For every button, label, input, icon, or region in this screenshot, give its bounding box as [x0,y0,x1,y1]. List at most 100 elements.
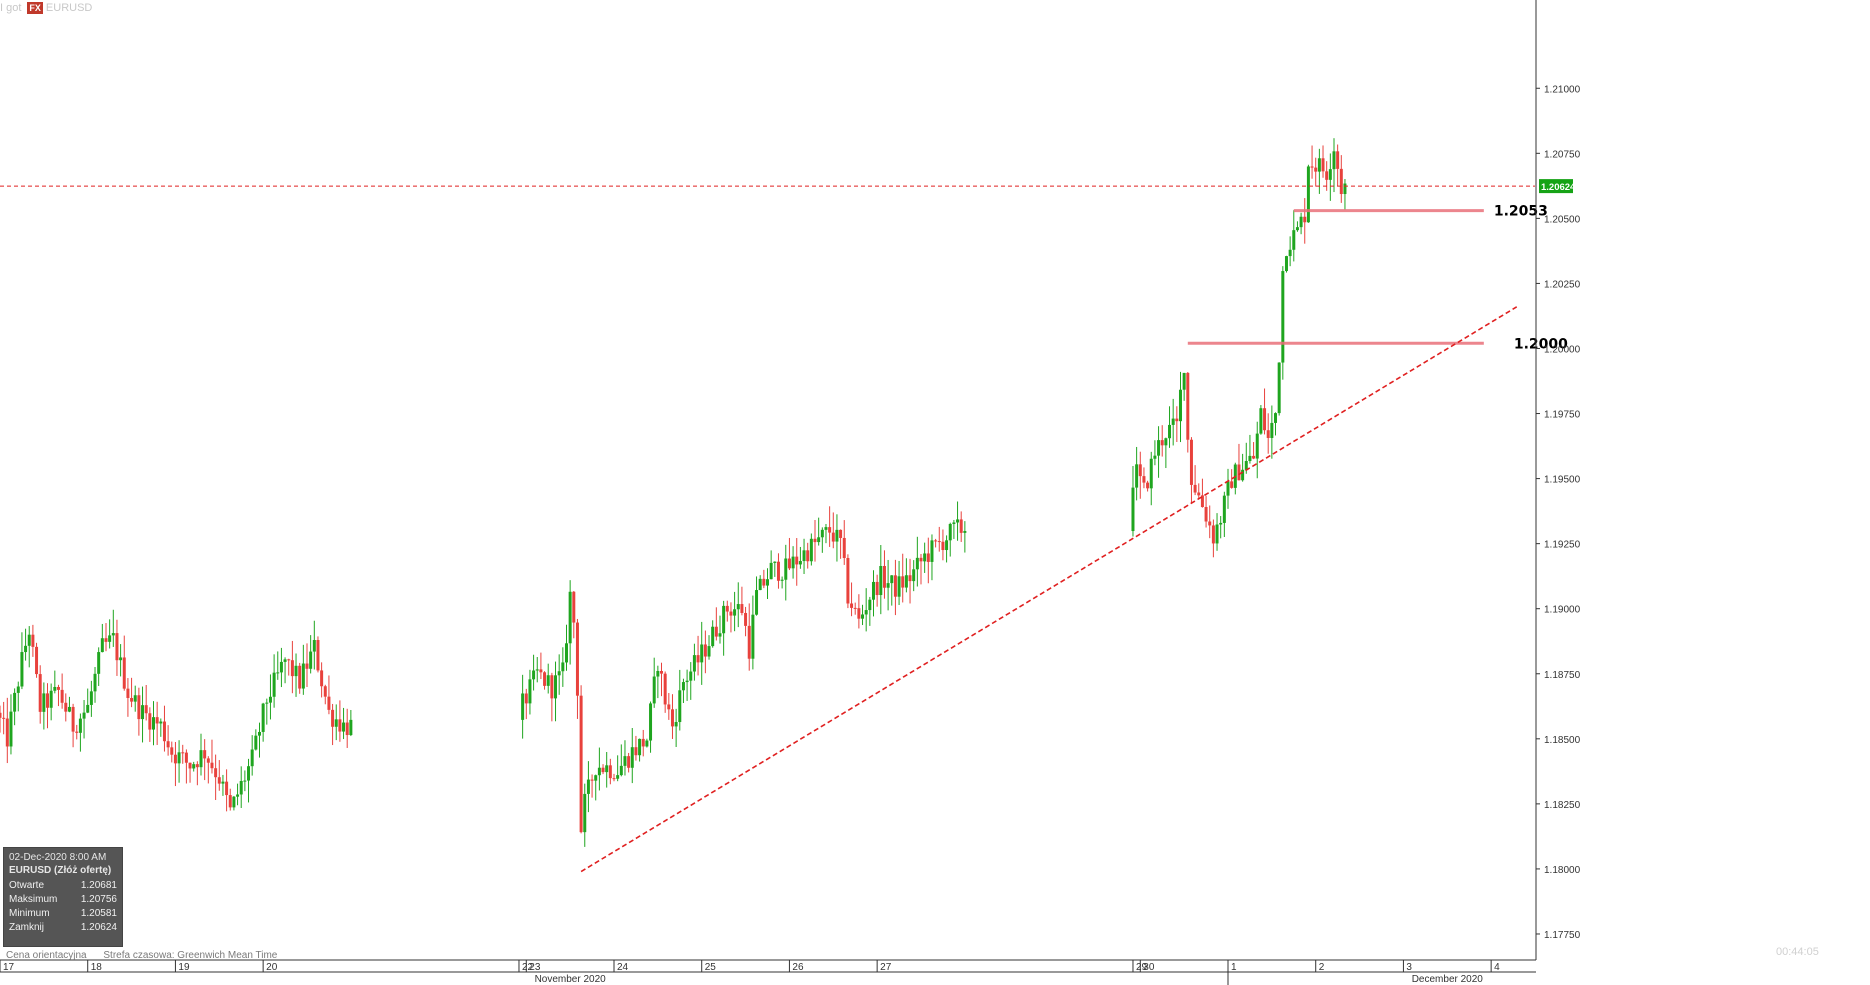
price-tick-label: 1.19250 [1544,540,1581,551]
candle [623,740,627,776]
candle-body [879,565,883,596]
candle [1208,505,1212,539]
candle-body [1314,167,1318,172]
level-label: 1.2053 [1494,204,1548,220]
candle [320,662,324,698]
candle [349,709,353,737]
candle-body [627,756,631,768]
candle [20,632,24,690]
candle [327,675,331,715]
candle [104,623,108,652]
candle-body [809,538,813,562]
candle [1186,372,1190,453]
candle [203,739,207,781]
candle [868,596,872,626]
candle-body [31,634,35,647]
candle-body [835,529,839,542]
candle [539,652,543,680]
date-tick-label: 4 [1494,962,1500,973]
candle [543,671,547,690]
candle-body [342,722,346,732]
candle [601,764,605,775]
date-tick-label: 25 [705,962,717,973]
candle-body [184,752,188,763]
candle [1200,478,1204,508]
candle [294,653,298,697]
candle [729,602,733,633]
price-tick-label: 1.20500 [1544,214,1581,225]
candle [956,501,960,541]
candle [225,769,229,812]
candle-body [1288,249,1292,257]
candle [1288,236,1292,267]
candle-body [831,532,835,542]
candle-body [539,669,543,673]
candle-body [568,591,572,644]
candle-body [159,721,163,724]
candle-body [930,540,934,562]
candle [561,647,565,687]
info-datetime: 02-Dec-2020 8:00 AM [9,852,107,863]
candle [605,752,609,788]
candle [725,600,729,622]
candle [879,545,883,615]
candle-body [188,762,192,769]
candle [1182,372,1186,401]
candle-body [1171,418,1175,425]
candle-body [130,697,134,702]
candle-body [780,579,784,581]
candle [641,729,645,757]
candle [861,604,865,626]
candle-body [546,675,550,686]
candle [287,658,291,676]
candle [532,654,536,691]
candle [875,574,879,607]
candle [550,672,554,722]
info-open-value: 1.20681 [80,880,117,891]
candle [210,739,214,774]
candle-body [813,538,817,543]
candle-body [597,767,601,776]
candle-body [13,692,17,712]
candle [195,761,199,786]
candle [747,603,751,671]
candle [744,606,748,637]
candle-body [1306,166,1310,223]
date-tick-label: 26 [792,962,804,973]
candle [597,747,601,791]
candle [301,644,305,695]
candle-body [564,643,568,663]
candle-body [904,575,908,588]
candle [232,795,236,811]
candle [923,542,927,573]
candle-body [1222,495,1226,523]
candle-body [1336,151,1340,169]
candle-body [152,717,155,730]
candle-body [1146,482,1150,489]
candle [714,607,718,641]
candle-body [1237,464,1241,481]
candle-body [1332,151,1336,170]
date-tick-label: 29 [1136,962,1148,973]
info-low-label: Minimum [9,908,50,919]
candle-body [861,614,865,619]
candle-body [1299,216,1303,228]
candle [554,661,558,722]
candle [806,542,810,569]
candle-body [181,752,185,754]
candle-body [78,718,82,733]
candle-body [312,640,316,652]
candle-body [236,794,240,797]
candle [1270,405,1274,459]
candle [1138,451,1142,499]
candle [38,665,42,724]
candle-body [956,519,960,523]
footer-info: Cena orientacyjna Strefa czasowa: Greenw… [6,950,277,961]
candle-body [959,519,963,533]
candle [572,591,576,639]
candle-body [141,705,145,720]
candle [608,758,612,785]
candle-body [192,764,196,769]
